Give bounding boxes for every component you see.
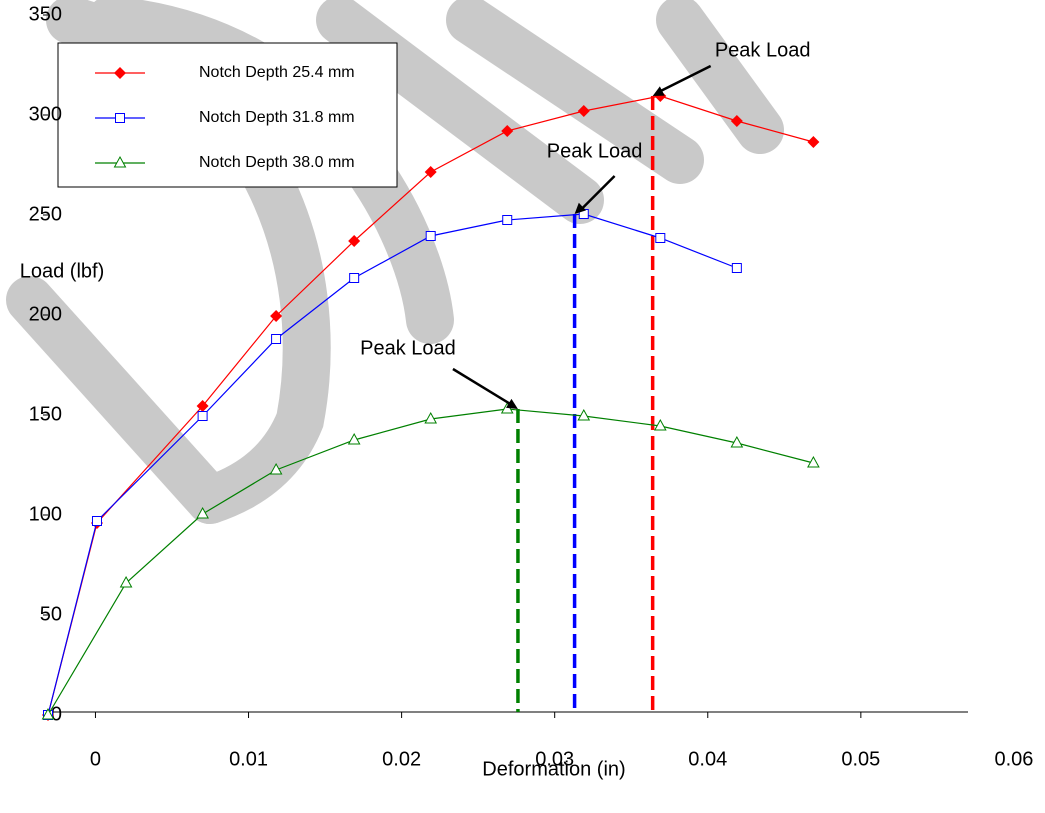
data-point — [41, 707, 55, 720]
data-point — [577, 105, 590, 117]
data-point — [197, 411, 208, 421]
legend-marker — [114, 67, 126, 79]
data-point — [731, 263, 742, 273]
arrow-head — [574, 202, 587, 214]
y-tick-label: 250 — [29, 203, 62, 225]
x-tick-label: 0.03 — [535, 748, 574, 770]
y-tick-label: 50 — [40, 603, 62, 625]
data-point — [501, 125, 514, 137]
arrow-shaft — [452, 367, 513, 407]
series-line — [47, 213, 738, 716]
y-tick-label: 100 — [29, 503, 62, 525]
x-tick-label: 0.05 — [841, 748, 880, 770]
annotation: Peak Load — [715, 39, 811, 61]
data-point — [196, 506, 209, 519]
y-tick-label: 150 — [29, 403, 62, 425]
annotation: Peak Load — [547, 140, 643, 162]
data-point — [269, 462, 283, 475]
data-point — [730, 115, 743, 127]
data-point — [119, 575, 133, 588]
arrow-shaft — [579, 175, 616, 211]
legend-marker — [113, 155, 127, 168]
data-point — [270, 310, 283, 322]
data-point — [348, 235, 361, 247]
arrow-head — [506, 398, 518, 409]
x-tick-label: 0.02 — [382, 748, 421, 770]
data-point — [196, 400, 209, 412]
y-axis-label: Load (lbf) — [20, 260, 105, 282]
data-point — [655, 233, 666, 243]
arrow-head — [652, 86, 665, 96]
data-point — [424, 411, 438, 424]
legend-label: Notch Depth 31.8 mm — [199, 109, 355, 126]
x-axis-label: Deformation (in) — [482, 758, 625, 780]
legend-label: Notch Depth 25.4 mm — [199, 64, 355, 81]
data-point — [425, 231, 436, 241]
x-tick-label: 0.04 — [688, 748, 727, 770]
data-point — [349, 273, 360, 283]
y-tick-label: 300 — [29, 103, 62, 125]
arrow-shaft — [658, 64, 712, 94]
series-line — [47, 95, 814, 716]
legend-marker — [115, 113, 125, 123]
data-point — [807, 136, 820, 148]
x-tick-label: 0.01 — [229, 748, 268, 770]
data-point — [653, 418, 667, 431]
x-tick-label: 0.06 — [994, 748, 1033, 770]
legend-label: Notch Depth 38.0 mm — [199, 154, 355, 171]
data-point — [577, 408, 591, 421]
annotation: Peak Load — [360, 337, 456, 359]
data-point — [807, 455, 820, 468]
data-point — [271, 334, 282, 344]
y-tick-label: 350 — [29, 3, 62, 25]
y-tick-label: 200 — [29, 303, 62, 325]
data-point — [91, 516, 102, 526]
y-tick-label: 0 — [51, 703, 62, 725]
data-point — [502, 215, 513, 225]
x-tick-label: 0 — [90, 748, 101, 770]
data-point — [730, 435, 744, 448]
data-point — [424, 166, 437, 178]
data-point — [347, 432, 361, 445]
